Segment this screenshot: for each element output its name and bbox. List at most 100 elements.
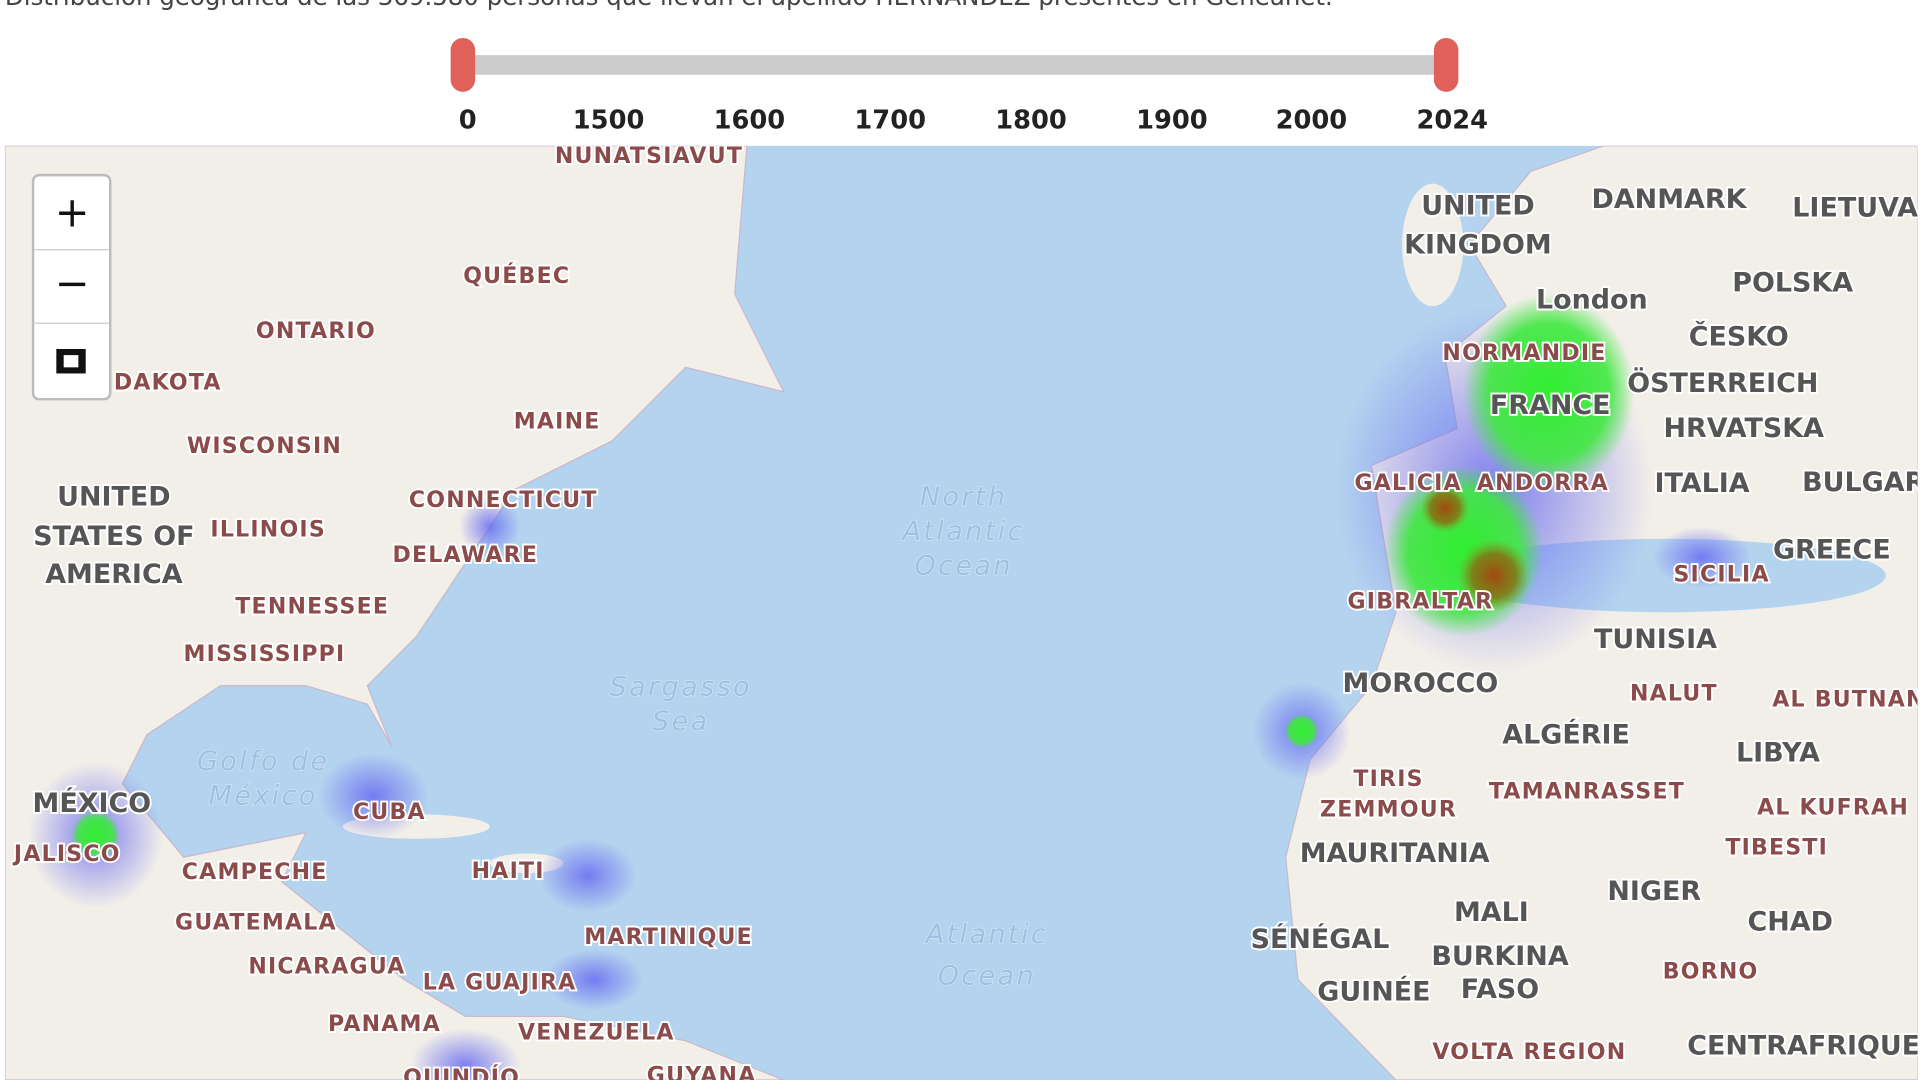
map-label: SICILIA (1673, 563, 1769, 588)
map-label: TIBESTI (1725, 836, 1828, 861)
map-label: ANDORRA (1477, 471, 1609, 496)
map-label: HRVATSKA (1663, 413, 1824, 444)
map-label: NORMANDIE (1442, 341, 1606, 366)
heat-zone (1463, 293, 1635, 490)
map-label: NIGER (1607, 876, 1701, 907)
map-label: BORNO (1663, 959, 1759, 984)
map-label: AL KUFRAH (1757, 795, 1909, 820)
map-label: STATES OF (33, 521, 194, 552)
map-label: ILLINOIS (210, 517, 326, 542)
map-label: HAITI (472, 859, 545, 884)
map-label: Golfo de (197, 746, 330, 777)
map[interactable]: NUNATSIAVUT QUÉBEC ONTARIO DAKOTA MAINE WISCO… (4, 144, 1920, 1080)
time-slider[interactable]: 0 1500 1600 1700 1800 1900 2000 2024 (450, 37, 1488, 136)
map-label: ONTARIO (256, 319, 376, 344)
map-label: ITALIA (1654, 468, 1749, 499)
map-label: AL BUTNAN (1772, 688, 1920, 713)
map-label: JALISCO (12, 842, 121, 867)
map-label: TENNESSEE (235, 594, 389, 619)
map-label: TIRIS (1353, 767, 1423, 792)
map-label: KINGDOM (1404, 229, 1552, 260)
map-label: Ocean (914, 550, 1012, 581)
map-label: QUINDÍO (403, 1065, 520, 1080)
map-label: FASO (1461, 974, 1539, 1005)
map-label: BURKINA (1431, 941, 1569, 972)
map-label: NALUT (1630, 681, 1718, 706)
heat-zone (538, 838, 637, 913)
map-label: BULGAR (1802, 467, 1920, 498)
map-label: LIETUVA (1792, 193, 1918, 224)
map-label: MÉXICO (33, 787, 152, 819)
map-label: Atlantic (900, 516, 1024, 547)
map-label: ČESKO (1689, 320, 1789, 352)
map-label: GUYANA (647, 1063, 757, 1080)
heat-zone (318, 753, 429, 839)
heat-zone (544, 948, 643, 1011)
zoom-in-button[interactable]: + (55, 188, 90, 237)
map-label: VENEZUELA (518, 1021, 675, 1046)
map-label: North (920, 482, 1008, 513)
map-label: TUNISIA (1594, 624, 1717, 655)
map-label: AMERICA (45, 559, 183, 590)
map-label: DANMARK (1592, 184, 1748, 215)
map-label: GUINÉE (1317, 975, 1430, 1007)
fullscreen-button[interactable] (56, 348, 86, 374)
slider-tick-label: 1900 (1136, 106, 1208, 136)
map-label: Atlantic (924, 919, 1048, 950)
slider-tick-label: 1700 (854, 106, 926, 136)
map-label: London (1536, 285, 1648, 316)
map-label: CHAD (1747, 907, 1832, 938)
map-label: UNITED (1421, 190, 1535, 221)
slider-handle-start[interactable] (450, 37, 476, 92)
heat-zone (1457, 538, 1531, 613)
map-label: CUBA (353, 800, 426, 825)
map-label: NUNATSIAVUT (555, 144, 743, 169)
slider-tick-label: 1600 (714, 106, 786, 136)
map-label: POLSKA (1732, 267, 1853, 298)
map-label: ÖSTERREICH (1627, 366, 1818, 399)
map-label: PANAMA (328, 1012, 441, 1037)
map-label: CENTRAFRIQUE (1687, 1030, 1920, 1061)
map-label: Sargasso (610, 672, 752, 703)
map-label: MAINE (514, 410, 601, 435)
map-label: QUÉBEC (463, 263, 570, 289)
map-label: NICARAGUA (248, 954, 405, 979)
heat-zone (459, 495, 521, 558)
map-label: FRANCE (1490, 390, 1611, 421)
slider-track (462, 55, 1447, 75)
land-americas (4, 145, 785, 1080)
slider-tick-label: 1800 (995, 106, 1067, 136)
map-label: MAURITANIA (1300, 838, 1490, 869)
slider-tick-label: 2000 (1276, 106, 1348, 136)
fullscreen-icon-inner (63, 355, 79, 368)
map-label: VOLTA REGION (1432, 1040, 1626, 1065)
map-label: ZEMMOUR (1320, 798, 1457, 823)
map-label: CAMPECHE (182, 860, 328, 885)
slider-tick-label: 2024 (1416, 106, 1488, 136)
heat-zone (71, 810, 120, 860)
heat-zone (1284, 713, 1319, 749)
map-label: ALGÉRIE (1502, 718, 1630, 750)
heat-zone (1653, 526, 1752, 588)
zoom-out-button[interactable]: − (55, 259, 90, 308)
map-label: TAMANRASSET (1489, 779, 1685, 804)
map-label: LIBYA (1736, 738, 1820, 769)
zoom-control: + − (31, 173, 112, 401)
map-label: MALI (1454, 897, 1529, 928)
map-label: MISSISSIPPI (184, 642, 346, 667)
map-label: LA GUAJIRA (423, 970, 577, 995)
land-britain (1402, 183, 1464, 307)
map-label: SÉNÉGAL (1251, 923, 1390, 955)
heat-zone (410, 1028, 521, 1080)
slider-handle-end[interactable] (1433, 37, 1459, 92)
map-label: GIBRALTAR (1347, 590, 1493, 615)
map-label: UNITED (57, 482, 171, 513)
map-label: GUATEMALA (175, 910, 337, 935)
map-label: MARTINIQUE (584, 925, 753, 950)
map-label: DELAWARE (393, 543, 539, 568)
map-label: WISCONSIN (187, 434, 342, 459)
map-label: GALICIA (1354, 471, 1461, 496)
heatmap (28, 293, 1752, 1080)
